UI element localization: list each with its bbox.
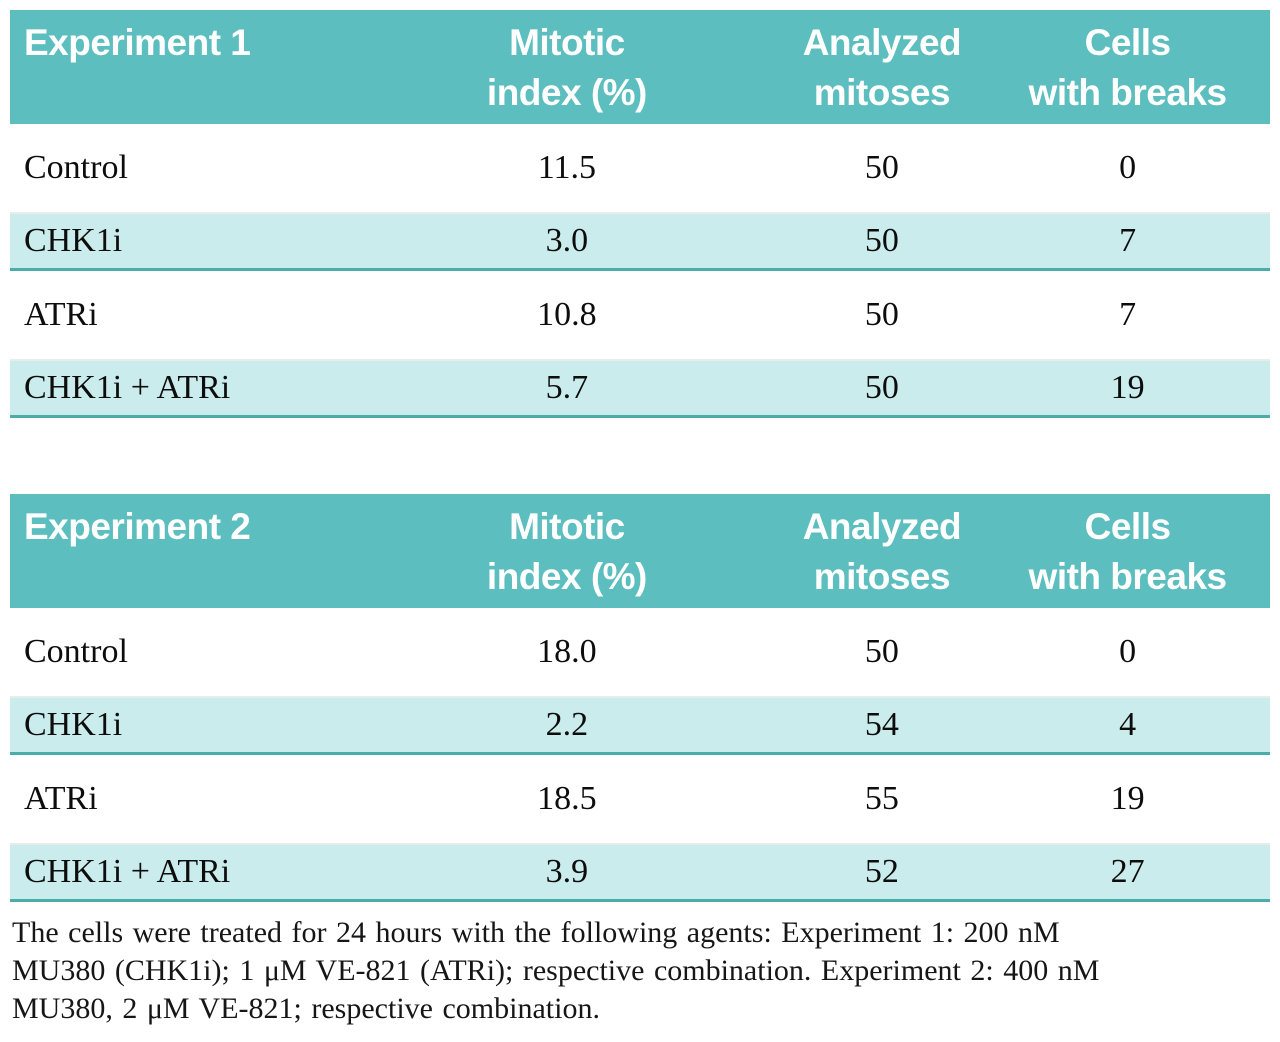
mitotic-index-cell: 3.0 xyxy=(545,222,589,259)
mitotic-index-cell: 2.2 xyxy=(545,706,589,743)
experiment-1-title: Experiment 1 xyxy=(24,22,251,63)
cells-with-breaks-cell: 7 xyxy=(1119,222,1137,259)
treatment-cell: CHK1i + ATRi xyxy=(24,853,231,890)
experiment-2-title: Experiment 2 xyxy=(24,506,251,547)
mitotic-index-cell: 5.7 xyxy=(545,369,589,406)
experiment-2-table: Experiment 2 Mitotic index (%) Analyzed … xyxy=(10,494,1270,902)
analyzed-mitoses-cell: 55 xyxy=(864,780,899,817)
cells-with-breaks-cell: 4 xyxy=(1119,706,1137,743)
experiment-1-table: Experiment 1 Mitotic index (%) Analyzed … xyxy=(10,10,1270,418)
cells-with-breaks-cell: 7 xyxy=(1119,296,1137,333)
treatment-cell: Control xyxy=(24,149,128,186)
mitotic-index-cell: 11.5 xyxy=(537,149,597,186)
table-row: Control 11.5 50 0 xyxy=(10,124,1270,214)
cells-with-breaks-cell: 19 xyxy=(1110,780,1145,817)
column-header-analyzed-mitoses: Analyzed mitoses xyxy=(802,506,962,597)
analyzed-mitoses-cell: 50 xyxy=(864,296,899,333)
experiment-1-header-row: Experiment 1 Mitotic index (%) Analyzed … xyxy=(10,10,1270,124)
cells-with-breaks-cell: 0 xyxy=(1119,149,1137,186)
treatment-cell: CHK1i + ATRi xyxy=(24,369,231,406)
treatment-cell: ATRi xyxy=(24,296,98,333)
column-header-analyzed-mitoses: Analyzed mitoses xyxy=(802,22,962,113)
table-row: CHK1i 3.0 50 7 xyxy=(10,214,1270,271)
mitotic-index-cell: 3.9 xyxy=(545,853,589,890)
analyzed-mitoses-cell: 50 xyxy=(864,149,899,186)
column-header-cells-with-breaks: Cells with breaks xyxy=(1028,22,1228,113)
column-header-mitotic-index: Mitotic index (%) xyxy=(486,506,647,597)
caption-line: MU380, 2 μM VE-821; respective combinati… xyxy=(12,992,600,1025)
analyzed-mitoses-cell: 54 xyxy=(864,706,899,743)
column-header-cells-with-breaks: Cells with breaks xyxy=(1028,506,1228,597)
analyzed-mitoses-cell: 50 xyxy=(864,369,899,406)
mitotic-index-cell: 10.8 xyxy=(537,296,597,333)
treatment-cell: ATRi xyxy=(24,780,98,817)
table-row: CHK1i + ATRi 5.7 50 19 xyxy=(10,361,1270,418)
mitotic-index-cell: 18.5 xyxy=(537,780,597,817)
table-row: ATRi 18.5 55 19 xyxy=(10,755,1270,845)
treatment-cell: Control xyxy=(24,633,128,670)
analyzed-mitoses-cell: 52 xyxy=(864,853,899,890)
table-row: Control 18.0 50 0 xyxy=(10,608,1270,698)
cells-with-breaks-cell: 27 xyxy=(1110,853,1145,890)
experiment-2-header-row: Experiment 2 Mitotic index (%) Analyzed … xyxy=(10,494,1270,608)
table-caption: The cells were treated for 24 hours with… xyxy=(10,914,1270,1028)
table-row: CHK1i + ATRi 3.9 52 27 xyxy=(10,845,1270,902)
treatment-cell: CHK1i xyxy=(24,706,123,743)
mitotic-index-cell: 18.0 xyxy=(537,633,597,670)
caption-line: The cells were treated for 24 hours with… xyxy=(12,916,1060,949)
analyzed-mitoses-cell: 50 xyxy=(864,633,899,670)
analyzed-mitoses-cell: 50 xyxy=(864,222,899,259)
caption-line: MU380 (CHK1i); 1 μM VE-821 (ATRi); respe… xyxy=(12,954,1100,987)
cells-with-breaks-cell: 19 xyxy=(1110,369,1145,406)
table-row: CHK1i 2.2 54 4 xyxy=(10,698,1270,755)
cells-with-breaks-cell: 0 xyxy=(1119,633,1137,670)
table-row: ATRi 10.8 50 7 xyxy=(10,271,1270,361)
column-header-mitotic-index: Mitotic index (%) xyxy=(486,22,647,113)
treatment-cell: CHK1i xyxy=(24,222,123,259)
